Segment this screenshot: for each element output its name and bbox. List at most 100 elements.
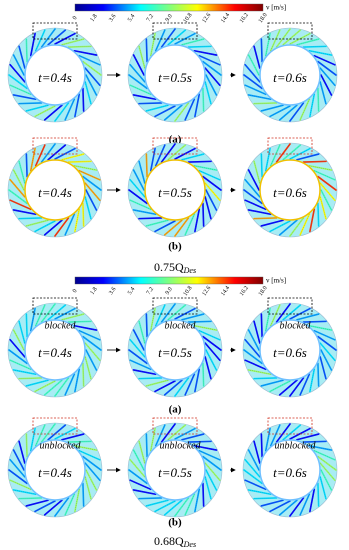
colorbar-tick: 18.0 (258, 285, 269, 297)
blade-edge (128, 189, 148, 204)
blade-edge (185, 494, 195, 515)
ring-inner (259, 439, 321, 501)
blade-edge (54, 497, 69, 517)
blade-edge (130, 360, 151, 370)
blade-edge (320, 196, 327, 219)
blade (253, 377, 278, 380)
colorbar-tick: 0 (72, 288, 79, 294)
colorbar-tick: 9.0 (165, 13, 174, 23)
highlight-box (152, 137, 198, 155)
blade-edge (61, 153, 84, 160)
blade-edge (309, 445, 332, 451)
blade-edge (128, 349, 148, 364)
blade-edge (138, 161, 145, 184)
colorbar-tick: 0 (72, 15, 79, 21)
blade-edge (317, 61, 337, 76)
blade-edge (202, 61, 222, 76)
blade-edge (185, 374, 195, 395)
blade-edge (202, 336, 222, 351)
blade-edge (261, 38, 263, 62)
blade-edge (74, 325, 97, 331)
blade-edge (276, 423, 291, 443)
blade-edge (188, 161, 212, 163)
blade-edge (48, 425, 66, 440)
blade-edge (30, 33, 36, 56)
blade-edge (253, 161, 260, 184)
highlight-box (267, 297, 313, 315)
blade-edge (85, 68, 100, 86)
blade-edge (314, 55, 335, 65)
blade-edge (261, 105, 284, 112)
impeller-ring (242, 422, 338, 518)
blade-edge (65, 374, 75, 395)
blade-edge (168, 305, 186, 320)
blade-edge (34, 105, 56, 117)
blade-edge (245, 200, 266, 210)
blade-edge (85, 476, 92, 499)
blade-edge (146, 500, 169, 507)
blade-edge (74, 165, 97, 171)
blade-edge (10, 85, 31, 95)
highlight-box (152, 297, 198, 315)
blade-edge (18, 441, 25, 464)
blade-edge (146, 313, 148, 337)
highlight-box (267, 22, 313, 40)
blade-edge (243, 189, 263, 204)
blade-edge (279, 380, 297, 395)
blade (18, 497, 43, 500)
blade-edge (82, 88, 84, 112)
blade-edge (30, 308, 36, 331)
blade-edge (82, 61, 102, 76)
subfigure-label: (a) (169, 404, 182, 416)
blade-edge (181, 313, 204, 320)
blade-edge (202, 456, 222, 471)
blade-edge (194, 94, 200, 117)
blade-edge (61, 38, 84, 45)
colorbar (74, 3, 264, 12)
blade-edge (320, 476, 327, 499)
time-label: t=0.4s (38, 345, 72, 360)
blade-edge (289, 377, 304, 397)
blade-edge (289, 148, 311, 160)
blade-edge (265, 148, 271, 171)
blade-edge (317, 88, 319, 112)
blade-edge (253, 102, 277, 104)
blade (202, 362, 205, 387)
blade-edge (68, 321, 92, 323)
blade-edge (205, 469, 217, 491)
blade-edge (276, 28, 291, 48)
blade-edge (130, 339, 145, 357)
highlight-box (32, 22, 78, 40)
time-label: t=0.4s (38, 185, 72, 200)
blade-edge (199, 55, 220, 65)
blade-edge (65, 214, 75, 235)
time-label: t=0.5s (158, 345, 192, 360)
blade-edge (13, 369, 36, 375)
blade-edge (138, 497, 162, 499)
blade (317, 202, 320, 227)
blade (25, 313, 28, 338)
blade-edge (13, 209, 36, 215)
caption: 0.75QDes (154, 260, 196, 275)
blade-edge (270, 425, 280, 446)
caption-main: 0.68Q (154, 534, 184, 548)
impeller-ring (127, 142, 223, 238)
blade-edge (54, 102, 69, 122)
blade-edge (181, 38, 204, 45)
blade-edge (194, 50, 217, 56)
impeller-ring (7, 27, 103, 123)
ring-inner (144, 159, 206, 221)
blade-edge (199, 170, 220, 180)
blade-edge (161, 303, 176, 323)
blade-edge (41, 303, 56, 323)
blade-edge (164, 220, 182, 235)
blade-edge (269, 220, 291, 232)
blade-edge (155, 305, 165, 326)
blade-edge (13, 449, 25, 471)
colorbar-tick: 18.0 (258, 12, 269, 24)
blade-edge (26, 313, 28, 337)
blade (25, 433, 28, 458)
highlight-box (152, 22, 198, 40)
blade (82, 362, 85, 387)
colorbar-tick: 5.4 (127, 13, 136, 23)
